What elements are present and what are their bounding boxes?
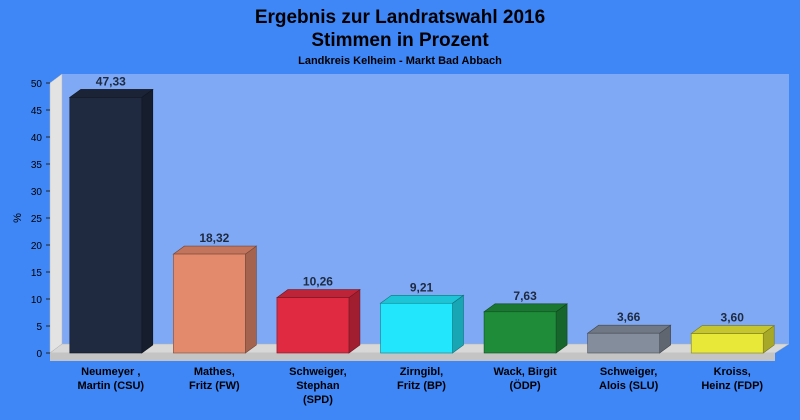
y-tick-label: 15 [31,268,43,279]
bar [173,253,246,354]
bar-top [379,294,465,304]
y-tick-label: 40 [31,133,43,144]
x-category-label: Mathes, Fritz (FW) [189,366,240,392]
y-tick-label: 10 [31,295,43,306]
bar-value-label: 3,66 [617,310,641,324]
bar-value-label: 7,63 [513,289,537,303]
bar-value-label: 9,21 [410,280,434,294]
bar-side [141,88,154,354]
bar-top [690,325,776,334]
x-category-label: Schweiger, Alois (SLU) [599,366,659,392]
chart-title-line2: Stimmen in Prozent [311,30,489,51]
bar-top [172,245,258,255]
x-category-label: Wack, Birgit (ÖDP) [493,366,556,392]
plot-floor-edge [50,353,775,361]
bar-top [483,303,568,313]
x-category-label: Neumeyer , Martin (CSU) [77,366,144,392]
bar [69,97,143,354]
y-axis-title: % [12,213,24,223]
chart-title: Ergebnis zur Landratswahl 2016 [255,7,545,28]
bar-side [555,303,568,354]
bar [380,302,453,354]
bar-side [348,289,361,354]
bar [690,333,764,354]
bar-top [68,89,154,98]
y-tick-label: 50 [31,79,43,90]
bar [483,311,557,354]
chart-subtitle: Landkreis Kelheim - Markt Bad Abbach [298,55,502,67]
bar-top [586,324,672,334]
plot-area: 0 5 10 15 20 25 30 35 40 45 50 47,33 Neumeyer , Marti… [31,73,790,406]
bar-value-label: 47,33 [96,74,126,88]
bar-value-label: 10,26 [303,275,333,289]
y-tick-label: 45 [31,106,43,117]
bar-value-label: 18,32 [199,231,229,245]
plot-left-wall [49,73,63,354]
y-tick-label: 5 [36,322,42,333]
bar-side [452,294,464,354]
bar-value-label: 3,60 [721,311,745,325]
y-tick-label: 30 [31,187,43,198]
bar-side [245,245,257,354]
y-tick-label: 0 [36,349,42,360]
x-category-label: Schweiger, Stephan (SPD) [289,366,346,406]
bar [276,297,350,354]
x-category-label: Zirngibl, Fritz (BP) [397,366,446,392]
bar [587,332,660,354]
y-tick-label: 20 [31,241,43,252]
bar-top [276,289,361,298]
y-tick-label: 35 [31,160,43,171]
x-category-label: Kroiss, Heinz (FDP) [701,366,763,392]
y-tick-label: 25 [31,214,43,225]
